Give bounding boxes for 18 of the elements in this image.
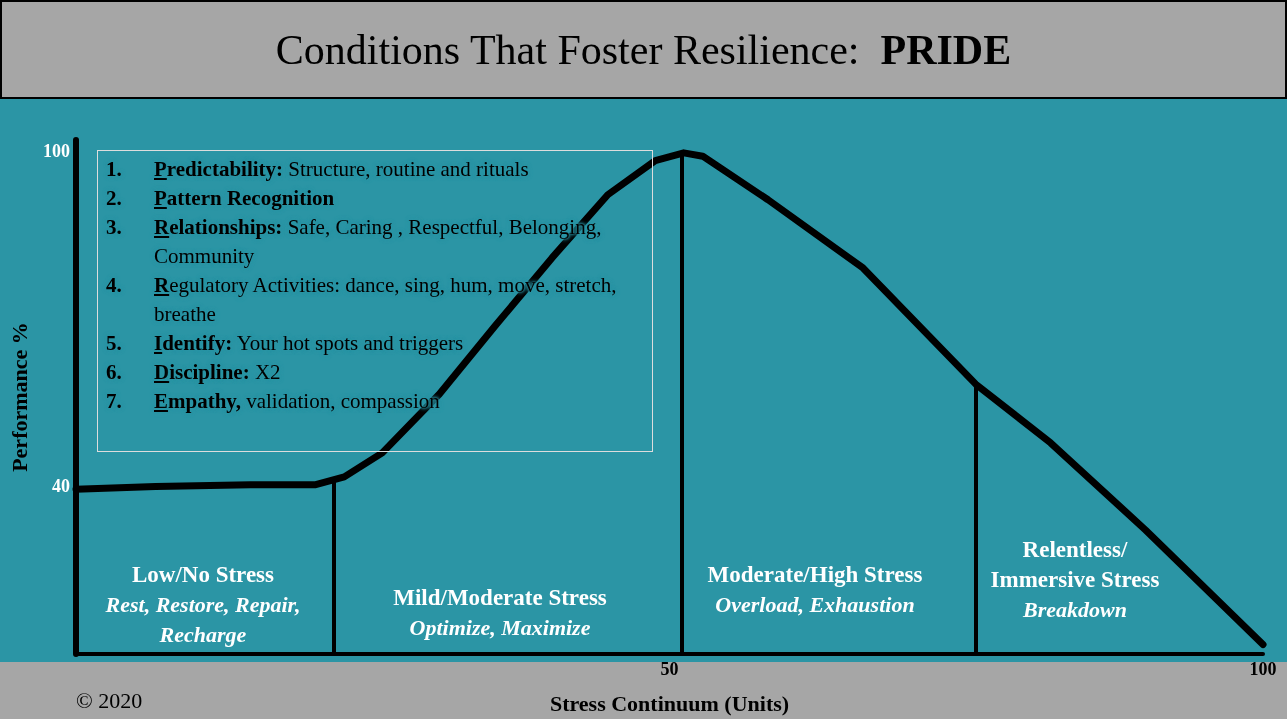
annotation: Moderate/High Stress <box>706 561 924 589</box>
y-tick-label: 40 <box>52 476 70 497</box>
annotation: Optimize, Maximize <box>408 614 592 642</box>
annotation: Low/No Stress <box>130 561 276 589</box>
annotation: Rest, Restore, Repair, Recharge <box>104 591 302 649</box>
annotation: Breakdown <box>1022 596 1128 624</box>
annotation: Overload, Exhaustion <box>714 591 916 619</box>
text: 1. Predictability: Structure, routine and rituals <box>106 157 529 181</box>
text: 2. Pattern Recognition <box>106 186 335 210</box>
x-axis-title: Stress Continuum (Units) <box>549 690 790 716</box>
y-axis-title: Performance % <box>6 322 32 472</box>
text: 6. Discipline: X2 <box>106 360 281 384</box>
text: © 2020 <box>76 688 143 714</box>
x-tick-label: 50 <box>660 659 679 679</box>
annotation: Relentless/ Immersive Stress <box>990 536 1160 594</box>
annotation: Mild/Moderate Stress <box>392 584 608 612</box>
text: 5. Identify: Your hot spots and triggers <box>106 331 464 355</box>
chart-title: Conditions That Foster Resilience: PRIDE <box>275 25 1012 74</box>
